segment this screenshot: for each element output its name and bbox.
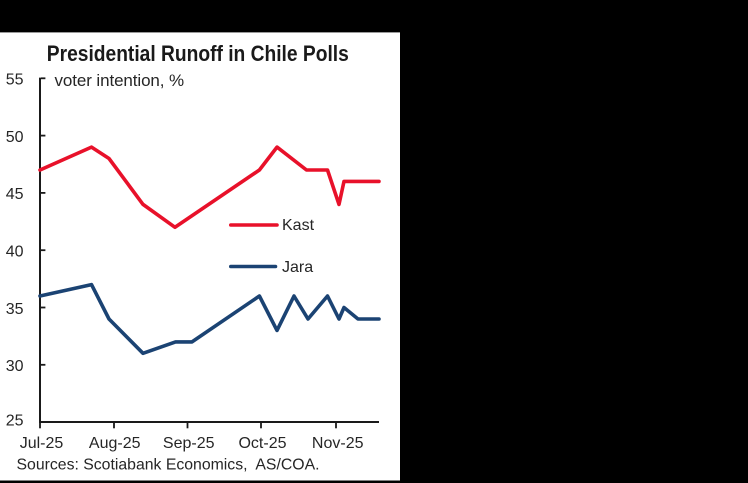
svg-text:Sources: Scotiabank Economics,: Sources: Scotiabank Economics, AS/COA. (17, 456, 320, 473)
svg-text:Oct-25: Oct-25 (238, 435, 286, 452)
svg-text:Kast: Kast (282, 217, 315, 234)
svg-text:50: 50 (6, 129, 24, 146)
svg-text:Sep-25: Sep-25 (163, 435, 215, 452)
svg-text:voter intention, %: voter intention, % (55, 71, 185, 90)
svg-text:30: 30 (6, 358, 24, 375)
svg-text:Jara: Jara (282, 259, 313, 276)
svg-text:25: 25 (6, 413, 24, 430)
svg-text:45: 45 (6, 186, 24, 203)
svg-text:55: 55 (6, 72, 24, 89)
svg-text:40: 40 (6, 244, 24, 261)
svg-text:Aug-25: Aug-25 (89, 435, 141, 452)
svg-text:35: 35 (6, 301, 24, 318)
svg-text:Jul-25: Jul-25 (20, 435, 64, 452)
svg-text:Nov-25: Nov-25 (312, 435, 364, 452)
svg-text:Presidential Runoff in Chile P: Presidential Runoff in Chile Polls (47, 41, 349, 66)
